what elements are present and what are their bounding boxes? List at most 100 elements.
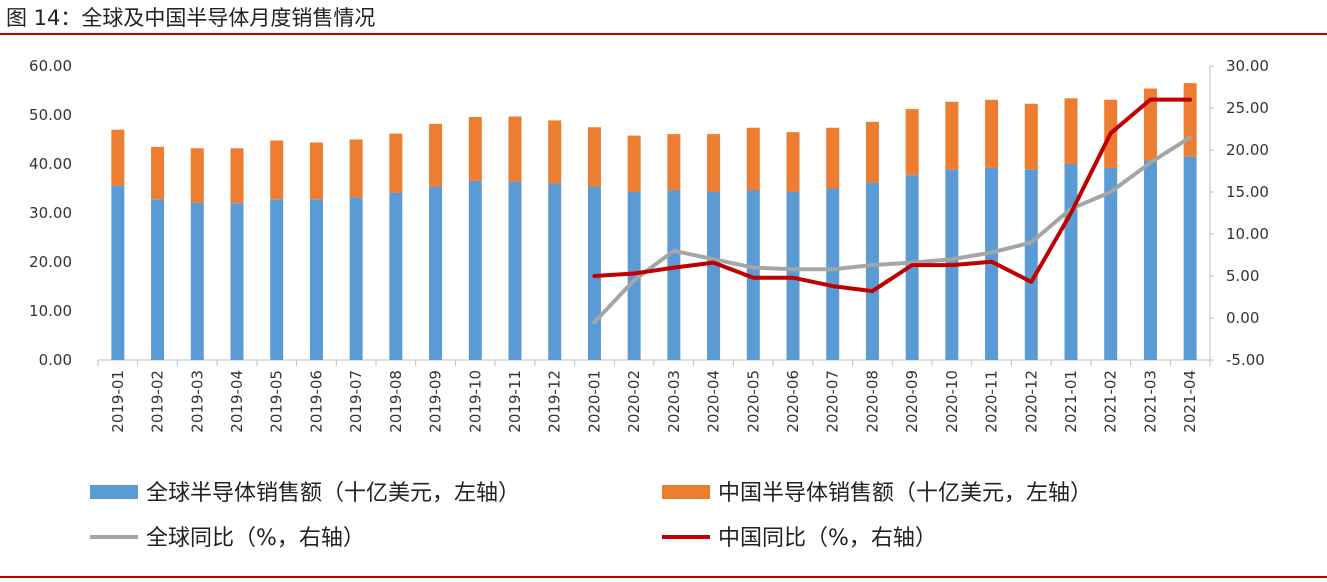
x-axis-tick-label: 2020-02: [625, 370, 643, 433]
right-axis-tick-label: 25.00: [1226, 99, 1269, 117]
china-sales-bar: [429, 123, 443, 187]
left-axis-tick-label: 60.00: [29, 57, 72, 75]
global-sales-bar: [1024, 169, 1038, 360]
china-sales-bar: [667, 134, 681, 191]
global-sales-bar: [1064, 164, 1078, 360]
legend-label: 中国半导体销售额（十亿美元，左轴）: [718, 481, 1092, 506]
global-yoy-line: [592, 135, 1193, 325]
global-sales-bar: [707, 191, 721, 360]
global-sales-bar: [746, 190, 760, 360]
china-sales-bar: [230, 148, 244, 204]
global-sales-bar: [230, 203, 244, 360]
china-sales-bar: [389, 133, 403, 193]
x-axis-tick-label: 2019-07: [347, 370, 365, 433]
x-axis-tick-label: 2020-12: [1022, 370, 1040, 433]
global-sales-bar: [468, 180, 482, 360]
x-axis-tick-label: 2020-04: [705, 370, 723, 433]
global-sales-bar: [270, 199, 284, 360]
right-axis-tick-label: -5.00: [1226, 351, 1265, 369]
bottom-rule: [0, 576, 1327, 578]
x-axis-tick-label: 2019-02: [149, 370, 167, 433]
left-axis-tick-label: 10.00: [29, 302, 72, 320]
left-axis-tick-label: 40.00: [29, 155, 72, 173]
china-sales-bar: [826, 127, 840, 189]
global-sales-bar: [905, 175, 919, 360]
china-sales-bar: [627, 135, 641, 192]
global-sales-bar: [627, 191, 641, 360]
x-axis-tick-label: 2019-04: [228, 370, 246, 433]
x-axis-tick-label: 2019-11: [506, 370, 524, 433]
china-sales-bar: [508, 116, 522, 182]
left-axis-tick-label: 0.00: [39, 351, 72, 369]
top-rule: [0, 33, 1327, 35]
global-sales-bar: [309, 199, 323, 360]
x-axis-tick-label: 2021-04: [1181, 370, 1199, 433]
china-sales-bar: [1143, 88, 1157, 161]
x-axis-tick-label: 2019-12: [546, 370, 564, 433]
global-sales-bar: [190, 202, 204, 360]
x-axis-tick-label: 2020-08: [863, 370, 881, 433]
china-sales-bar: [1064, 98, 1078, 164]
right-axis-tick-label: 20.00: [1226, 141, 1269, 159]
china-sales-bar: [468, 116, 482, 181]
x-axis-tick-label: 2021-03: [1141, 370, 1159, 433]
x-axis-tick-label: 2019-08: [387, 370, 405, 433]
china-sales-bar: [270, 140, 284, 200]
global-sales-bar: [587, 186, 601, 360]
global-sales-bar: [1104, 167, 1118, 360]
right-axis-tick-label: 5.00: [1226, 267, 1259, 285]
legend-label: 中国同比（%，右轴）: [718, 526, 937, 551]
legend-swatch: [662, 485, 710, 499]
legend-swatch: [90, 485, 138, 499]
x-axis-tick-label: 2020-07: [824, 370, 842, 433]
china-sales-bar: [786, 132, 800, 192]
x-axis-tick-label: 2020-11: [983, 370, 1001, 433]
x-axis-tick-label: 2019-01: [109, 370, 127, 433]
global-sales-bar: [429, 186, 443, 360]
china-sales-bar: [349, 139, 363, 198]
x-axis-tick-label: 2019-09: [427, 370, 445, 433]
global-sales-bar: [111, 186, 125, 360]
left-axis-tick-label: 30.00: [29, 204, 72, 222]
left-axis-tick-label: 20.00: [29, 253, 72, 271]
china-sales-bar: [587, 127, 601, 187]
legend-label: 全球同比（%，右轴）: [146, 526, 365, 551]
global-sales-bar: [349, 197, 363, 360]
global-sales-bar: [865, 182, 879, 360]
china-sales-bar: [865, 121, 879, 183]
x-axis-tick-label: 2020-10: [943, 370, 961, 433]
x-axis-tick-label: 2020-01: [585, 370, 603, 433]
x-axis-tick-label: 2019-03: [188, 370, 206, 433]
global-sales-bar: [985, 167, 999, 360]
china-sales-bar: [985, 99, 999, 168]
global-sales-bar: [548, 183, 562, 360]
x-axis-tick-label: 2019-10: [466, 370, 484, 433]
x-axis-tick-label: 2020-06: [784, 370, 802, 433]
china-sales-bar: [111, 129, 125, 187]
china-sales-bar: [1183, 83, 1197, 157]
global-sales-bar: [826, 188, 840, 360]
x-axis-tick-label: 2021-01: [1062, 370, 1080, 433]
china-yoy-line: [592, 97, 1193, 294]
left-axis-tick-label: 50.00: [29, 106, 72, 124]
global-sales-bar: [1183, 156, 1197, 360]
china-sales-bar: [151, 146, 165, 200]
china-sales-bar: [309, 142, 323, 200]
legend-label: 全球半导体销售额（十亿美元，左轴）: [146, 481, 520, 506]
x-axis-tick-label: 2019-06: [307, 370, 325, 433]
global-sales-bar: [389, 192, 403, 360]
china-sales-bar: [945, 101, 959, 170]
x-axis-tick-label: 2020-05: [744, 370, 762, 433]
china-sales-bar: [746, 127, 760, 191]
china-sales-bar: [190, 148, 204, 203]
chart-title: 图 14：全球及中国半导体月度销售情况: [6, 6, 376, 30]
x-axis-tick-label: 2021-02: [1102, 370, 1120, 433]
china-sales-bar: [707, 134, 721, 192]
china-sales-bar: [548, 120, 562, 184]
right-axis-tick-label: 30.00: [1226, 57, 1269, 75]
right-axis-tick-label: 15.00: [1226, 183, 1269, 201]
global-sales-bar: [508, 181, 522, 360]
x-axis-tick-label: 2020-03: [665, 370, 683, 433]
global-sales-bar: [151, 199, 165, 360]
